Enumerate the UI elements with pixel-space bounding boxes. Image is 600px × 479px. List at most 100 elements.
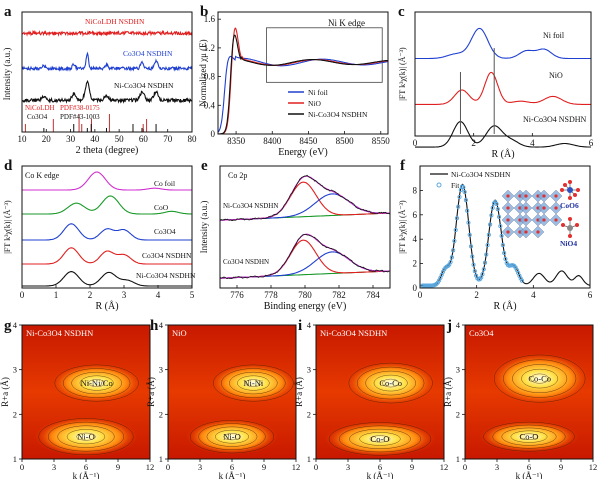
fit-point: [452, 238, 457, 244]
contour-line: [492, 424, 566, 449]
contour-line: [501, 427, 557, 446]
y-tick-label: 4: [307, 320, 312, 330]
x-tick-label: 3: [198, 462, 202, 472]
x-tick-label: 12: [146, 462, 155, 472]
xps-fit-envelope: [220, 175, 390, 221]
panel-a-ylabel: Intensity (a.u.): [2, 48, 12, 101]
o-atom: [575, 223, 579, 227]
x-tick-label: 0: [20, 290, 25, 300]
panel-a: 10 20 30 40 50 60 70 80 2 theta (degree) Intensit…: [2, 17, 197, 156]
contour-line: [382, 378, 400, 388]
panel-d: 0 1 2 3 4 5 R (Å) |FT k³χ(k)| (Å⁻³) Co K edge Co …: [3, 171, 196, 312]
label-ldh-nsdhn: NiCoLDH NSDHN: [85, 17, 145, 26]
contour-line: [88, 379, 106, 387]
x-tick-label: 80: [188, 134, 198, 144]
y-tick-label: 1: [159, 454, 163, 464]
peak-label: Co-O: [371, 434, 390, 444]
contour-line: [47, 421, 125, 452]
contour-line: [365, 370, 416, 396]
contour-line: [339, 425, 421, 453]
heatmap-peak: [479, 420, 579, 453]
panel-letter-b: b: [200, 4, 208, 20]
xrd-ldh-line: [21, 29, 193, 37]
contour-line: [221, 368, 286, 398]
heatmap-xlabel: k (Å⁻¹): [219, 471, 246, 479]
contour-line: [237, 375, 270, 391]
o-atom: [576, 188, 580, 192]
contour-line: [71, 371, 122, 395]
x-tick-label: 8500: [336, 136, 355, 146]
contour-line: [530, 373, 549, 384]
panel-letter-e: e: [201, 158, 208, 174]
heatmap-xlabel: k (Å⁻¹): [516, 471, 543, 479]
atom: [506, 218, 510, 222]
panel-c-xlabel: R (Å): [491, 148, 514, 160]
x-tick-label: 0: [314, 462, 318, 472]
fit-point: [489, 213, 494, 218]
fit-point: [466, 220, 471, 225]
y-tick-label: 0.8: [204, 72, 216, 82]
ft-exp-line: [420, 183, 591, 287]
fit-point: [470, 254, 475, 259]
panel-f-ylabel: |FT k³χ(k)| (Å⁻³): [398, 200, 407, 254]
panel-d-title: Co K edge: [25, 171, 60, 180]
fit-point: [502, 250, 507, 256]
atom: [542, 194, 546, 198]
x-tick-label: 8550: [372, 136, 391, 146]
y-tick-label: 1.2: [204, 43, 215, 53]
panel-d-ylabel: |FT k³χ(k)| (Å⁻³): [3, 200, 12, 254]
x-tick-label: 12: [440, 462, 449, 472]
contour-line: [493, 354, 586, 403]
fit-point: [500, 243, 505, 248]
fit-point: [449, 255, 454, 260]
panel-letter-h: h: [150, 318, 159, 334]
contour-line: [229, 371, 278, 395]
heatmap-ylabel: R+a (Å): [146, 377, 156, 407]
fit-point: [453, 227, 458, 233]
x-tick-label: 780: [298, 290, 312, 300]
atom: [506, 206, 510, 210]
contour-line: [215, 429, 249, 444]
ft-nio: [415, 71, 591, 105]
o-atom: [563, 183, 567, 187]
y-tick-label: 0: [413, 283, 418, 293]
y-tick-label: 3: [456, 365, 460, 375]
fit-point: [465, 208, 470, 213]
xanes-ni-foil: [217, 55, 389, 133]
x-tick-label: 1: [54, 290, 59, 300]
fit-point: [463, 198, 468, 203]
peak-label: Ni-O: [223, 432, 240, 442]
fit-point: [486, 232, 491, 237]
label-d-0: Co foil: [154, 179, 175, 188]
fit-point: [485, 243, 490, 248]
fit-point: [490, 205, 495, 210]
atom: [554, 218, 558, 222]
label-pdf-38-0175: PDF#38-0175: [60, 104, 100, 112]
x-tick-label: 12: [292, 462, 301, 472]
y-tick-label: 2: [456, 409, 460, 419]
peak-label: Co-Co: [528, 374, 551, 384]
heatmap-peak: [489, 352, 590, 405]
legend-label: Ni foil: [308, 88, 328, 97]
fit-point: [496, 214, 502, 219]
x-tick-label: 0: [463, 462, 467, 472]
y-tick-label: 3: [13, 365, 17, 375]
heatmap-peak: [324, 420, 436, 457]
atom: [524, 230, 528, 234]
fit-point: [472, 269, 477, 274]
atom: [542, 218, 546, 222]
ft-co-foil: [22, 171, 192, 191]
fit-point: [451, 248, 456, 253]
contour-line: [328, 422, 432, 456]
contour-line: [510, 430, 548, 443]
label-d-2: Co3O4: [154, 227, 176, 236]
atom: [506, 230, 510, 234]
panel-b-xlabel: Energy (eV): [278, 147, 328, 158]
x-tick-label: 2: [88, 290, 93, 300]
x-tick-label: 0: [413, 138, 418, 148]
fit-point: [480, 272, 485, 277]
y-tick-label: 3: [159, 365, 163, 375]
label-nico3o4-nsdhn: Ni-Co3O4 NSDHN: [114, 81, 174, 90]
o-atom: [568, 180, 572, 184]
